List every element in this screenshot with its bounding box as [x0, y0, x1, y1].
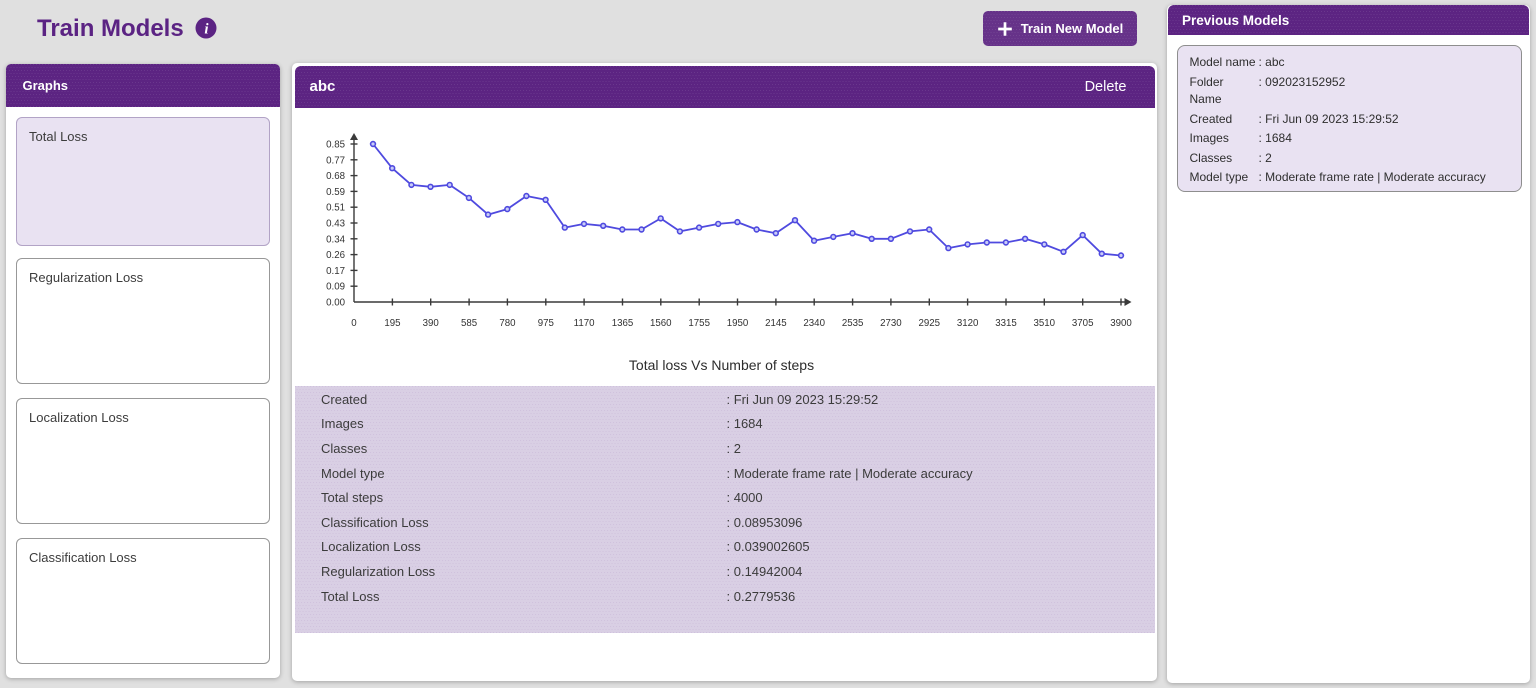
svg-text:0.77: 0.77 — [326, 155, 345, 166]
svg-text:1170: 1170 — [574, 318, 595, 329]
svg-text:2730: 2730 — [880, 318, 902, 329]
svg-text:0.43: 0.43 — [326, 219, 345, 230]
svg-text:0.34: 0.34 — [326, 234, 345, 245]
svg-text:1755: 1755 — [688, 318, 710, 329]
svg-text:0.00: 0.00 — [326, 298, 345, 309]
svg-text:2535: 2535 — [842, 318, 864, 329]
svg-text:780: 780 — [499, 318, 516, 329]
svg-text:3900: 3900 — [1110, 318, 1132, 329]
svg-text:2145: 2145 — [765, 318, 787, 329]
svg-text:0.51: 0.51 — [326, 203, 345, 214]
svg-text:585: 585 — [461, 318, 477, 329]
svg-text:2925: 2925 — [919, 318, 941, 329]
svg-text:0.17: 0.17 — [326, 266, 345, 277]
svg-text:0.85: 0.85 — [326, 140, 345, 151]
svg-text:i: i — [204, 22, 209, 38]
svg-text:0.68: 0.68 — [326, 171, 345, 182]
svg-text:1560: 1560 — [650, 318, 672, 329]
svg-text:3510: 3510 — [1034, 318, 1056, 329]
svg-text:1365: 1365 — [612, 318, 634, 329]
svg-text:3705: 3705 — [1072, 318, 1094, 329]
svg-text:3315: 3315 — [995, 318, 1017, 329]
svg-text:3120: 3120 — [957, 318, 979, 329]
svg-text:0: 0 — [351, 318, 357, 329]
svg-text:1950: 1950 — [727, 318, 749, 329]
svg-text:0.09: 0.09 — [326, 282, 345, 293]
svg-text:195: 195 — [384, 318, 400, 329]
svg-text:2340: 2340 — [803, 318, 825, 329]
svg-text:975: 975 — [538, 318, 554, 329]
svg-text:0.59: 0.59 — [326, 187, 345, 198]
svg-text:390: 390 — [423, 318, 440, 329]
svg-text:0.26: 0.26 — [326, 250, 345, 261]
